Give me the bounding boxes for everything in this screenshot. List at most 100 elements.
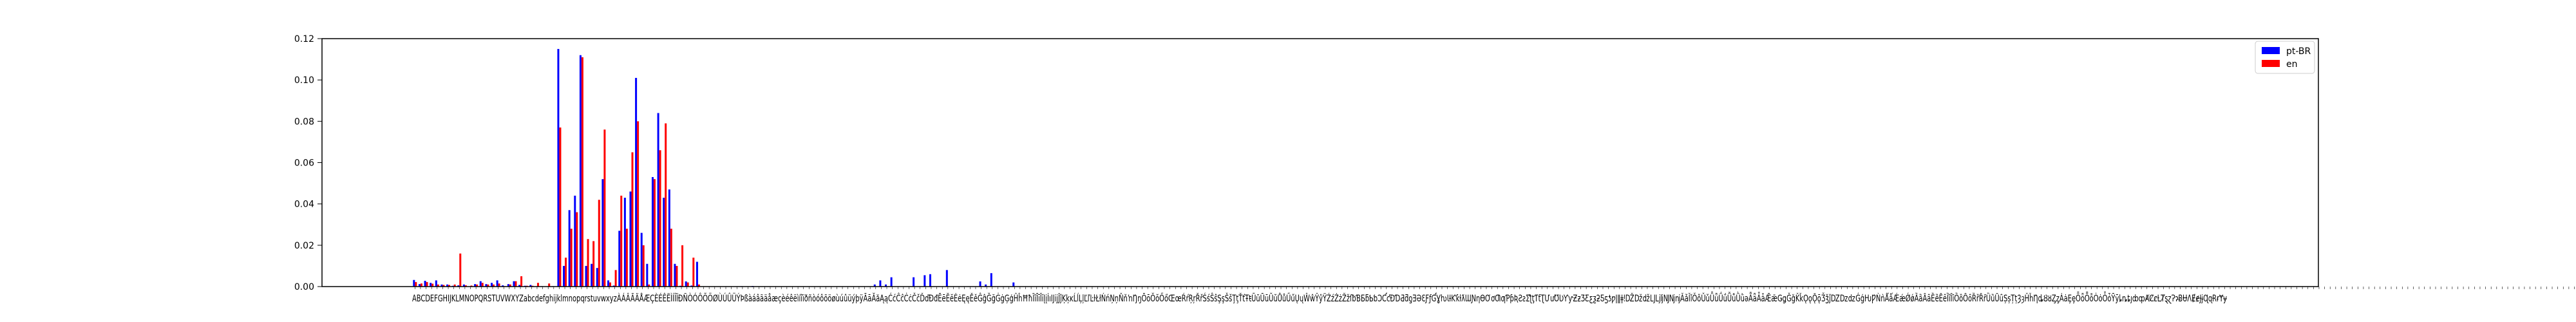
bar-en: [509, 284, 511, 287]
bar-en: [492, 284, 495, 287]
bar-pt-br: [879, 280, 882, 287]
bar-en: [587, 239, 589, 287]
bar-en: [670, 229, 672, 287]
bar-en: [453, 284, 456, 287]
bar-pt-br: [1012, 282, 1015, 287]
plot-frame: [321, 38, 2319, 287]
bar-en: [536, 283, 539, 287]
bar-pt-br: [929, 274, 931, 287]
bar-en: [581, 57, 583, 287]
bar-en: [648, 284, 650, 287]
bar-pt-br: [657, 113, 659, 287]
bar-en: [625, 229, 628, 287]
bar-pt-br: [945, 270, 948, 287]
bar-pt-br: [674, 263, 676, 287]
bar-pt-br: [529, 285, 532, 287]
bar-en: [614, 270, 617, 287]
bar-en: [642, 245, 645, 287]
bar-pt-br: [574, 195, 576, 287]
bar-pt-br: [629, 191, 632, 287]
bar-en: [548, 283, 551, 287]
bar-en: [631, 152, 634, 287]
bar-en: [442, 285, 445, 287]
bar-en: [487, 284, 489, 287]
bar-pt-br: [618, 231, 621, 287]
bar-pt-br: [557, 49, 560, 287]
bar-pt-br: [418, 284, 421, 287]
bar-pt-br: [685, 281, 687, 287]
bar-pt-br: [690, 285, 693, 287]
bar-en: [637, 121, 639, 287]
bar-en: [559, 127, 562, 287]
bar-pt-br: [979, 281, 981, 287]
bar-en: [520, 276, 523, 287]
bar-en: [448, 285, 451, 287]
y-tick-label: 0.00: [294, 282, 314, 292]
bar-en: [415, 281, 417, 287]
bar-en: [681, 245, 684, 287]
bar-en: [659, 150, 661, 287]
bar-pt-br: [646, 263, 649, 287]
bar-pt-br: [457, 285, 460, 287]
bar-pt-br: [440, 284, 443, 287]
bar-pt-br: [479, 281, 482, 287]
bar-pt-br: [518, 285, 521, 287]
bar-en: [592, 241, 595, 287]
y-tick-label: 0.08: [294, 117, 314, 127]
bar-pt-br: [607, 280, 610, 287]
bar-en: [476, 284, 478, 287]
bar-en: [464, 285, 467, 287]
legend-label-pt-br: pt-BR: [2286, 46, 2311, 57]
bar-pt-br: [696, 261, 698, 287]
bar-pt-br: [596, 268, 598, 287]
bar-pt-br: [923, 275, 926, 287]
y-axis: 0.00 0.02 0.04 0.06 0.08 0.10 0.12: [294, 34, 322, 292]
bar-en: [576, 212, 578, 287]
bar-en: [515, 281, 517, 287]
bar-en: [676, 265, 678, 287]
bar-pt-br: [430, 283, 432, 287]
bar-en: [620, 195, 623, 287]
bar-pt-br: [668, 189, 670, 287]
bar-pt-br: [496, 280, 498, 287]
bar-pt-br: [990, 273, 992, 287]
bars-layer: [413, 49, 2575, 289]
bar-pt-br: [462, 284, 465, 287]
bar-en: [481, 283, 484, 287]
bar-en: [570, 229, 573, 287]
bar-pt-br: [413, 279, 415, 287]
x-tick-labels: ABCDEFGHIJKLMNOPQRSTUVWXYZabcdefghijklmn…: [412, 292, 2228, 304]
bar-en: [431, 283, 434, 287]
legend: pt-BR en: [2255, 41, 2315, 74]
bar-pt-br: [563, 265, 565, 287]
bar-pt-br: [890, 277, 893, 287]
bar-pt-br: [585, 265, 587, 287]
bar-en: [498, 283, 500, 287]
bar-en: [603, 129, 606, 287]
bar-en: [697, 284, 700, 287]
bar-pt-br: [635, 77, 638, 287]
bar-pt-br: [640, 232, 643, 287]
bar-pt-br: [424, 281, 426, 287]
bar-pt-br: [591, 263, 593, 287]
bar-en: [665, 123, 667, 287]
bar-pt-br: [446, 284, 449, 287]
bar-pt-br: [913, 277, 915, 287]
legend-label-en: en: [2286, 59, 2298, 70]
y-tick-label: 0.10: [294, 75, 314, 86]
bar-pt-br: [601, 179, 604, 287]
bar-en: [470, 285, 473, 287]
bar-pt-br: [579, 55, 582, 287]
bar-pt-br: [651, 176, 654, 287]
y-tick-label: 0.02: [294, 241, 314, 251]
y-tick-label: 0.12: [294, 34, 314, 44]
legend-swatch-pt-br: [2262, 47, 2280, 54]
bar-en: [437, 284, 439, 287]
bar-pt-br: [663, 198, 665, 287]
bar-pt-br: [474, 284, 477, 287]
bar-pt-br: [612, 285, 615, 287]
bar-pt-br: [873, 284, 876, 287]
bar-pt-br: [885, 284, 887, 287]
bar-pt-br: [502, 285, 504, 287]
